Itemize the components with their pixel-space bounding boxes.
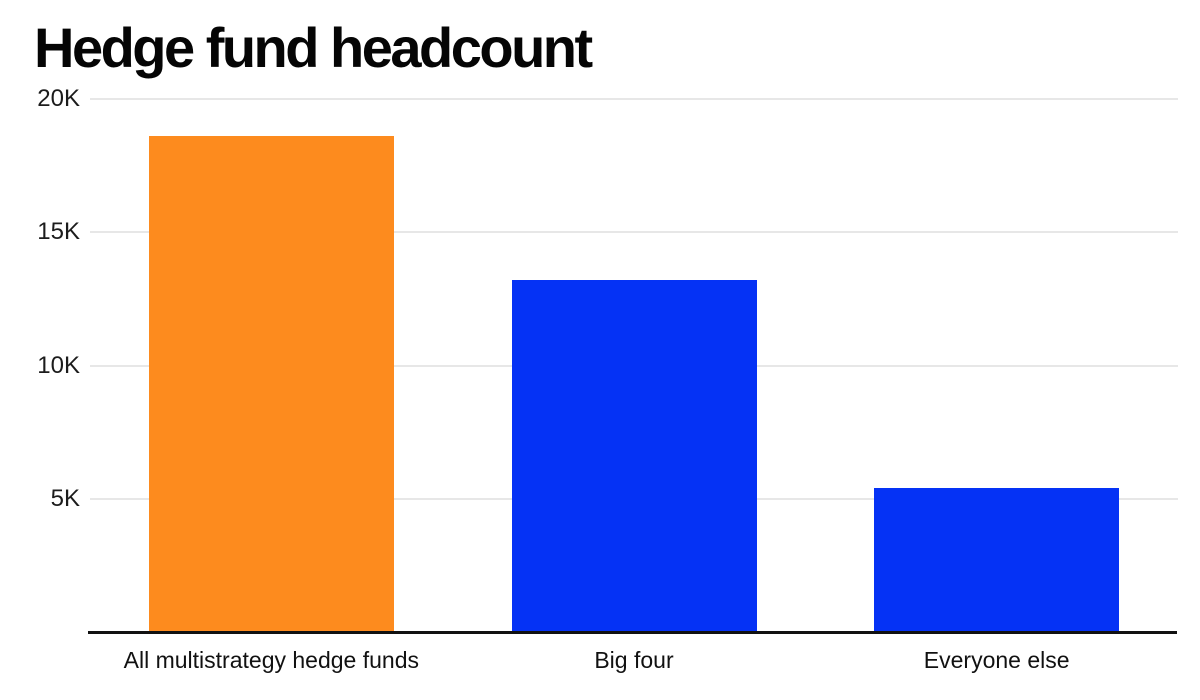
y-tick-label-15k: 15K xyxy=(37,218,80,246)
x-axis-line xyxy=(88,631,1177,634)
bar-all-multistrategy-hedge-funds xyxy=(148,136,394,632)
bar-big-four xyxy=(511,280,757,632)
bar-everyone-else xyxy=(874,488,1120,632)
y-tick-label-10k: 10K xyxy=(37,351,80,379)
chart-title: Hedge fund headcount xyxy=(34,16,593,79)
y-tick-label-20k: 20K xyxy=(37,85,80,112)
x-category-label-big-four: Big four xyxy=(594,647,674,673)
x-category-label-everyone-else: Everyone else xyxy=(923,647,1070,673)
gridline-15k xyxy=(90,231,1178,234)
x-category-label-all-multistrategy-hedge-funds: All multistrategy hedge funds xyxy=(123,647,419,673)
gridline-20k xyxy=(90,98,1178,100)
y-tick-label-5k: 5K xyxy=(50,484,80,512)
